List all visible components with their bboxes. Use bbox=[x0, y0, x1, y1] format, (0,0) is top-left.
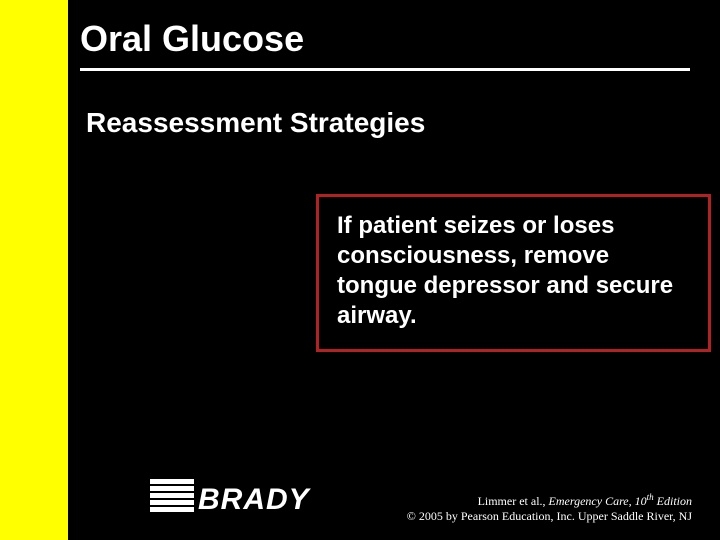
callout-text: If patient seizes or loses consciousness… bbox=[337, 211, 690, 331]
footer-line2: © 2005 by Pearson Education, Inc. Upper … bbox=[407, 509, 692, 524]
sidebar-accent bbox=[0, 0, 68, 540]
svg-text:BRADY: BRADY bbox=[198, 483, 312, 515]
warning-callout: If patient seizes or loses consciousness… bbox=[316, 194, 711, 352]
slide-title: Oral Glucose bbox=[68, 0, 720, 68]
brady-logo-icon: BRADY bbox=[150, 477, 320, 515]
footer-book-title: Emergency Care, 10 bbox=[549, 494, 647, 508]
footer-edition-tail: Edition bbox=[654, 494, 692, 508]
footer-edition-sup: th bbox=[647, 492, 654, 502]
footer-line1: Limmer et al., Emergency Care, 10th Edit… bbox=[407, 492, 692, 509]
slide-content: Oral Glucose Reassessment Strategies If … bbox=[68, 0, 720, 540]
footer-citation: Limmer et al., Emergency Care, 10th Edit… bbox=[407, 492, 692, 524]
brady-logo: BRADY bbox=[150, 477, 320, 515]
footer-authors: Limmer et al., bbox=[478, 494, 549, 508]
slide-subtitle: Reassessment Strategies bbox=[68, 71, 720, 139]
